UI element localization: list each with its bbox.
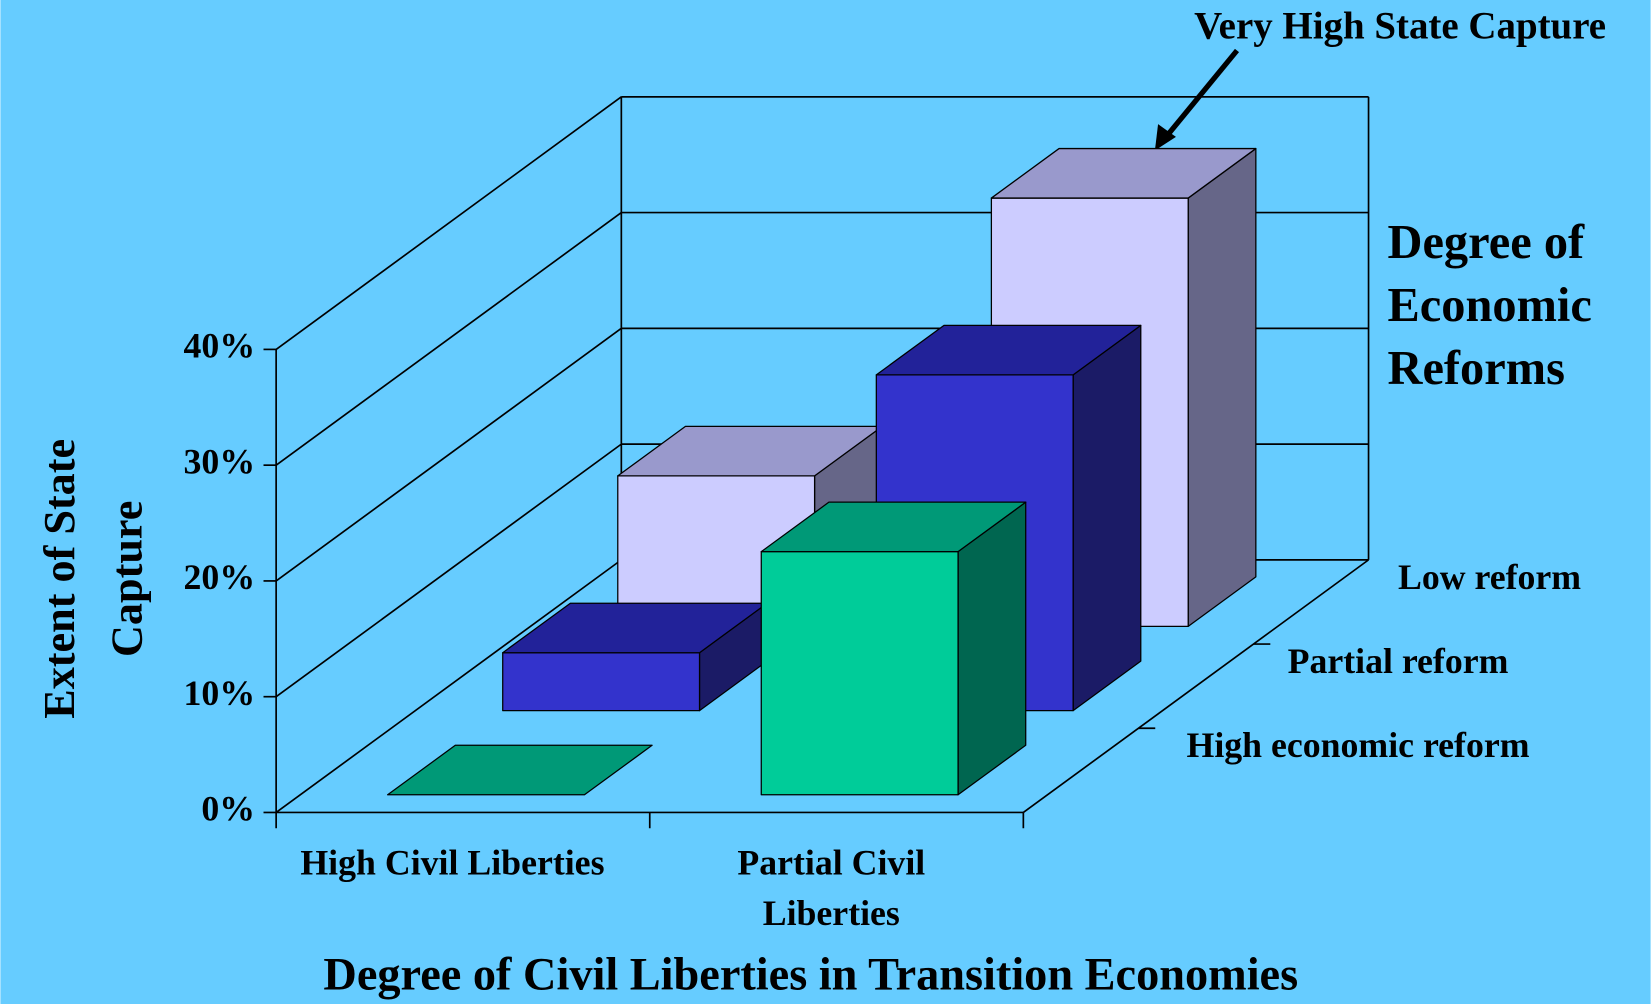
bar-front	[502, 652, 701, 712]
bar-top	[875, 324, 1142, 376]
annotation-arrow	[1162, 48, 1240, 141]
bar-top	[760, 501, 1027, 553]
y-tick-label: 40%	[184, 326, 256, 366]
legend-label: Partial reform	[1288, 641, 1509, 681]
y-axis-title-box: Extent of State Capture	[36, 438, 152, 719]
y-tick-label: 10%	[184, 673, 256, 713]
y-tick-label: 20%	[184, 557, 256, 597]
y-tick-label: 30%	[184, 441, 256, 481]
z-axis-title: Degree of Economic Reforms	[1387, 214, 1592, 395]
floor-edge	[1022, 559, 1370, 814]
legend-label: Low reform	[1398, 557, 1581, 597]
grid-line	[275, 211, 622, 466]
bar-top	[387, 744, 653, 796]
bar	[502, 602, 768, 712]
y-axis-title: Extent of State Capture	[36, 438, 152, 719]
y-tick-label: 0%	[201, 789, 255, 829]
x-axis-title: Degree of Civil Liberties in Transition …	[323, 949, 1298, 1000]
annotation-arrowhead	[1154, 124, 1176, 151]
x-tick-label: High Civil Liberties	[300, 844, 605, 883]
legend-label: High economic reform	[1187, 725, 1530, 765]
bar-top	[990, 147, 1257, 199]
bar-side	[957, 501, 1027, 796]
grid-line	[275, 96, 622, 351]
x-tick-label-box: Partial Civil Liberties	[737, 844, 926, 934]
bar	[387, 744, 653, 796]
grid-line	[275, 443, 622, 698]
x-tick-label-box: High Civil Liberties	[300, 844, 605, 883]
bar-front	[760, 551, 959, 796]
annotation: Very High State Capture	[1194, 4, 1606, 47]
grid-line	[275, 327, 622, 582]
bar-side	[1072, 324, 1142, 712]
bar-side	[1187, 147, 1257, 628]
grid-line	[275, 559, 622, 814]
x-tick-label: Partial Civil Liberties	[737, 844, 926, 934]
bar	[760, 501, 1027, 796]
z-axis-title-box: Degree of Economic Reforms	[1387, 214, 1592, 395]
